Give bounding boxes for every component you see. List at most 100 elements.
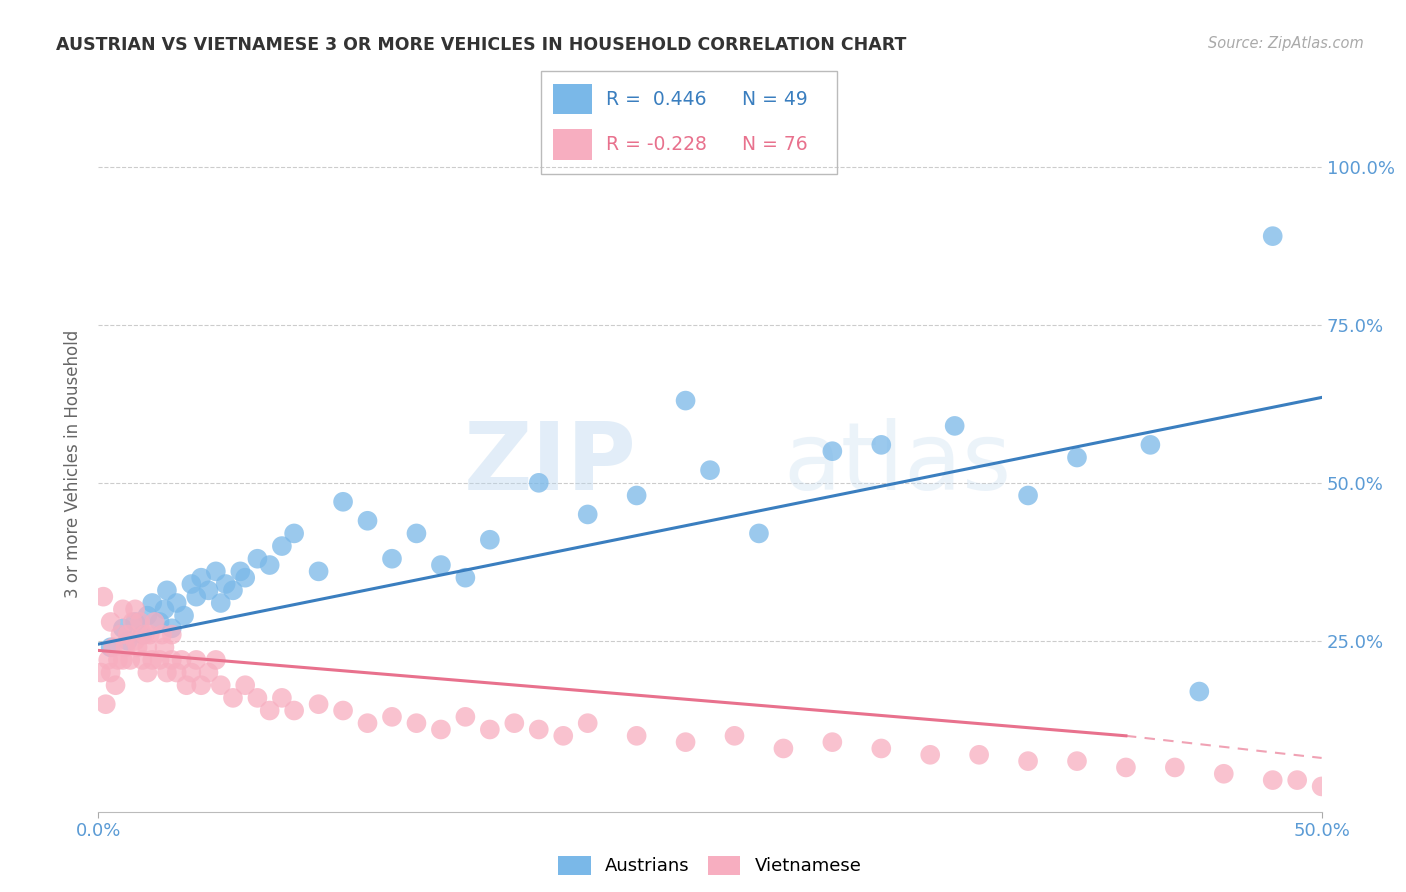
Point — [454, 710, 477, 724]
Point — [149, 653, 172, 667]
Point — [270, 690, 294, 705]
Point — [1017, 754, 1039, 768]
Point — [205, 565, 228, 579]
Point — [117, 627, 139, 641]
Point — [110, 627, 132, 641]
Point — [124, 615, 146, 629]
Point — [821, 735, 844, 749]
Point — [283, 526, 305, 541]
Point — [111, 621, 134, 635]
Point — [90, 665, 112, 680]
Point — [222, 690, 245, 705]
Point — [259, 704, 281, 718]
Point — [160, 621, 183, 635]
Point — [100, 640, 122, 655]
Point — [166, 596, 188, 610]
Text: R =  0.446: R = 0.446 — [606, 89, 707, 109]
Point — [1139, 438, 1161, 452]
Point — [180, 665, 202, 680]
Point — [233, 571, 256, 585]
Point — [246, 551, 269, 566]
Y-axis label: 3 or more Vehicles in Household: 3 or more Vehicles in Household — [65, 330, 83, 598]
Point — [527, 723, 550, 737]
Point — [120, 653, 142, 667]
Point — [156, 583, 179, 598]
Point — [943, 418, 966, 433]
Point — [141, 596, 163, 610]
Point — [136, 665, 159, 680]
Point — [1017, 488, 1039, 502]
Point — [117, 634, 139, 648]
FancyBboxPatch shape — [553, 128, 592, 160]
Point — [356, 716, 378, 731]
Point — [153, 640, 176, 655]
Point — [190, 678, 212, 692]
Point — [430, 558, 453, 572]
Point — [478, 723, 501, 737]
Point — [626, 729, 648, 743]
Point — [101, 640, 124, 655]
Point — [229, 565, 252, 579]
Point — [821, 444, 844, 458]
Legend: Austrians, Vietnamese: Austrians, Vietnamese — [551, 849, 869, 883]
Point — [124, 634, 146, 648]
Point — [111, 602, 134, 616]
Point — [1261, 229, 1284, 244]
Point — [527, 475, 550, 490]
Point — [723, 729, 745, 743]
Point — [1164, 760, 1187, 774]
Text: R = -0.228: R = -0.228 — [606, 135, 707, 153]
Point — [111, 653, 134, 667]
Point — [134, 627, 156, 641]
Point — [308, 565, 330, 579]
Point — [149, 615, 172, 629]
Point — [870, 741, 893, 756]
Point — [127, 640, 149, 655]
Point — [405, 526, 427, 541]
Point — [430, 723, 453, 737]
Point — [1066, 754, 1088, 768]
Point — [197, 665, 219, 680]
Point — [675, 735, 697, 749]
Point — [356, 514, 378, 528]
Point — [139, 627, 162, 641]
Point — [576, 508, 599, 522]
Point — [748, 526, 770, 541]
Point — [503, 716, 526, 731]
Point — [1310, 780, 1333, 794]
Point — [94, 697, 117, 711]
Point — [699, 463, 721, 477]
Point — [160, 653, 183, 667]
Point — [772, 741, 794, 756]
Point — [454, 571, 477, 585]
Point — [156, 665, 179, 680]
Point — [1212, 766, 1234, 780]
Point — [259, 558, 281, 572]
Point — [1066, 450, 1088, 465]
Point — [186, 653, 208, 667]
Point — [91, 590, 114, 604]
Point — [233, 678, 256, 692]
Point — [170, 653, 193, 667]
Point — [381, 710, 404, 724]
Point — [129, 615, 152, 629]
Point — [143, 615, 166, 629]
Point — [870, 438, 893, 452]
Point — [100, 665, 122, 680]
Point — [190, 571, 212, 585]
Point — [222, 583, 245, 598]
Point — [675, 393, 697, 408]
Point — [381, 551, 404, 566]
Point — [160, 627, 183, 641]
Point — [1115, 760, 1137, 774]
Point — [114, 640, 136, 655]
Point — [150, 627, 173, 641]
Point — [121, 615, 143, 629]
Point — [967, 747, 990, 762]
Point — [283, 704, 305, 718]
Point — [209, 678, 232, 692]
Point — [153, 602, 176, 616]
Point — [209, 596, 232, 610]
Point — [104, 678, 127, 692]
Point — [124, 602, 146, 616]
